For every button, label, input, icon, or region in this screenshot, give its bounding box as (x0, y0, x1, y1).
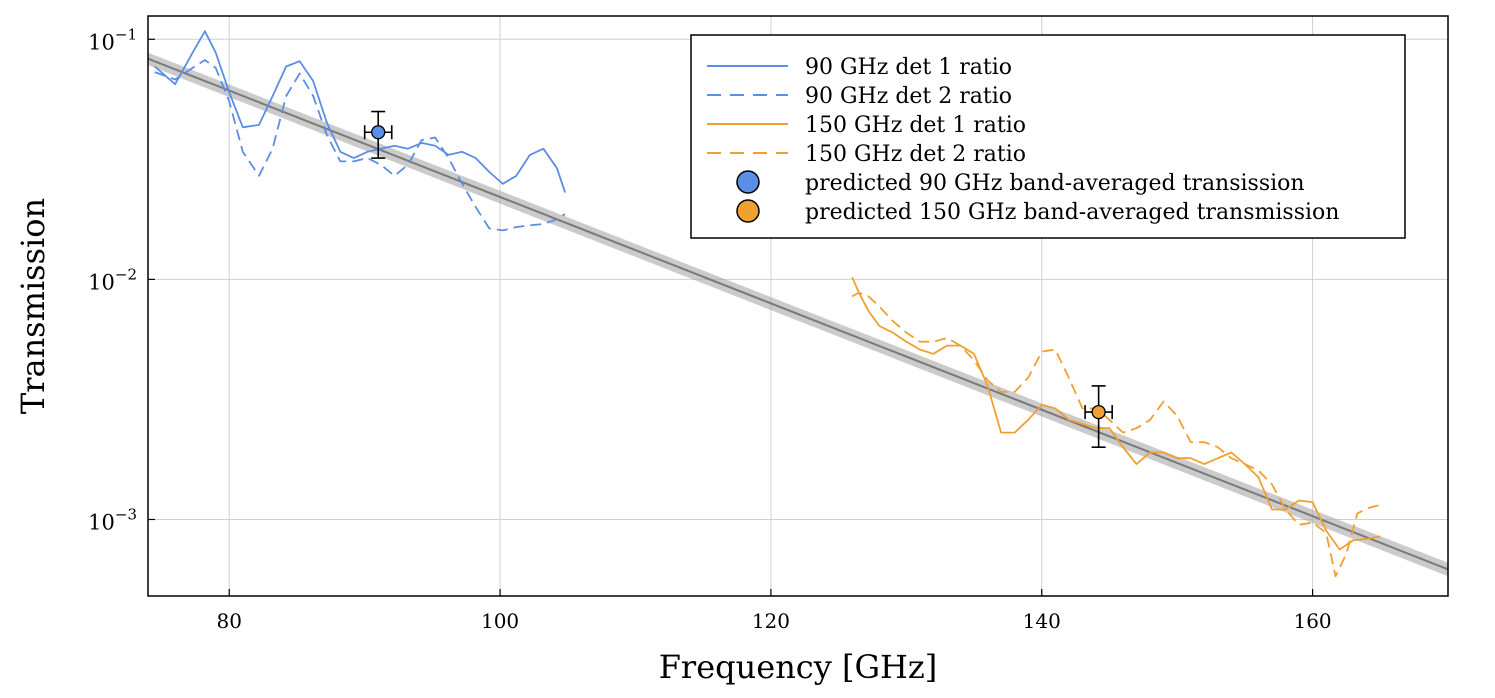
plot-frame (147, 15, 1449, 597)
series-line-4 (851, 291, 1381, 578)
legend-label-series-2: 90 GHz det 2 ratio (805, 84, 1012, 109)
legend-label-series-3: 150 GHz det 1 ratio (805, 113, 1026, 138)
x-tick-label: 160 (1293, 609, 1331, 633)
y-tick-label: 10−2 (88, 265, 137, 294)
x-tick-label: 100 (481, 609, 519, 633)
legend-swatch-point-1 (736, 170, 760, 194)
x-tick-label: 140 (1023, 609, 1061, 633)
plot-area (148, 30, 1448, 578)
legend-label-point-2: predicted 150 GHz band-averaged transmis… (805, 200, 1339, 225)
fit-line (148, 57, 1448, 571)
x-tick-label: 80 (217, 609, 242, 633)
legend-label-point-1: predicted 90 GHz band-averaged transissi… (805, 171, 1305, 196)
series-line-3 (851, 276, 1381, 551)
legend-box (690, 34, 1406, 239)
legend-label-series-1: 90 GHz det 1 ratio (805, 55, 1012, 80)
series-line-1 (154, 30, 566, 193)
series-line-2 (154, 59, 566, 232)
x-tick-label: 120 (752, 609, 790, 633)
y-tick-label: 10−3 (88, 505, 137, 534)
predicted-point-2 (1084, 385, 1113, 448)
point-marker (371, 125, 386, 140)
predicted-point-1 (363, 110, 393, 159)
point-marker (1091, 404, 1106, 420)
y-axis-label: Transmission (14, 198, 52, 414)
legend-swatch-point-2 (736, 199, 760, 223)
axis-ticks: 80 100 120 140 160 10−1 10−2 10−3 (88, 25, 1332, 633)
x-axis-label: Frequency [GHz] (659, 648, 938, 686)
legend: 90 GHz det 1 ratio 90 GHz det 2 ratio 150 … (690, 34, 1406, 239)
y-tick-label: 10−1 (88, 25, 137, 54)
legend-label-series-4: 150 GHz det 2 ratio (805, 142, 1026, 167)
